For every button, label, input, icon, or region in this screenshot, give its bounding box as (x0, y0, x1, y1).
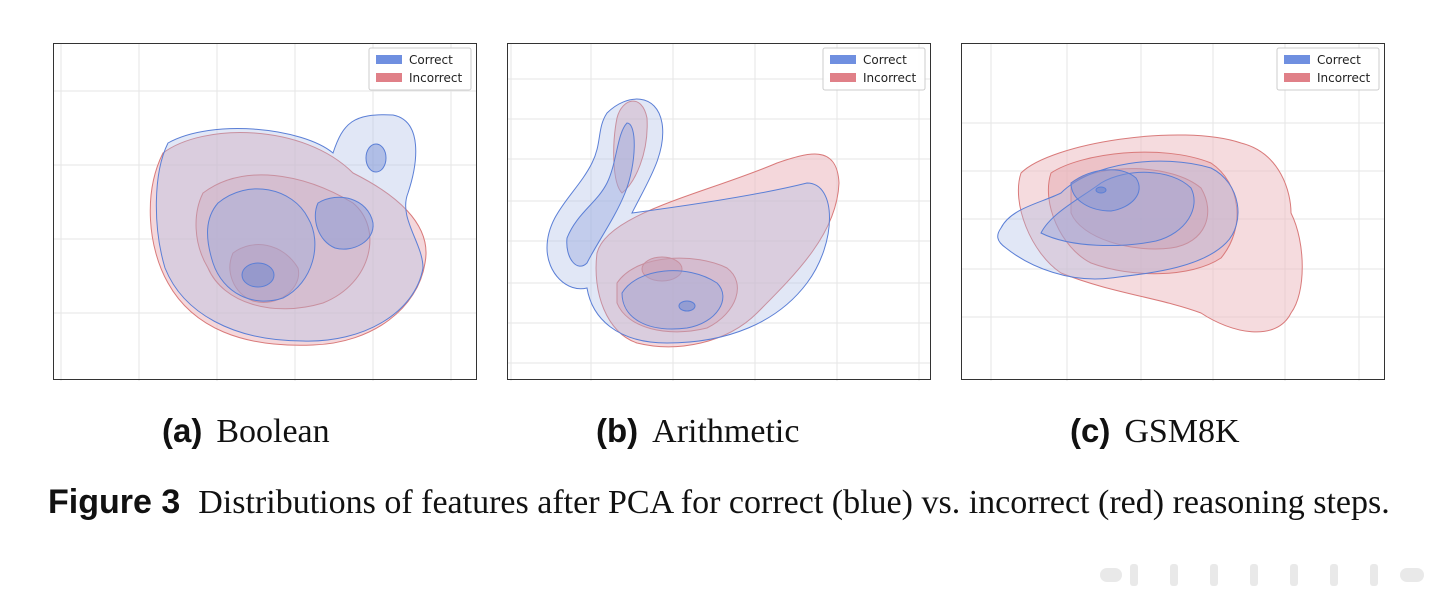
legend-incorrect-label: Incorrect (409, 71, 462, 85)
legend-incorrect-swatch (376, 73, 402, 82)
subcaption-boolean: (a) Boolean (162, 412, 330, 451)
legend-incorrect-swatch (830, 73, 856, 82)
subcaption-tag: (c) (1070, 412, 1111, 449)
correct-density (546, 98, 830, 344)
panel-boolean: Correct Incorrect (53, 43, 477, 381)
figure-label: Figure 3 (48, 483, 181, 521)
plot-frame (507, 43, 931, 380)
subcaption-title: GSM8K (1124, 413, 1240, 450)
legend-correct-label: Correct (863, 53, 907, 67)
subcaption-tag: (b) (596, 412, 639, 449)
legend-incorrect-label: Incorrect (863, 71, 916, 85)
legend-correct-swatch (1284, 55, 1310, 64)
plot-frame (961, 43, 1385, 380)
subcaption-title: Boolean (216, 413, 330, 450)
legend-correct-swatch (376, 55, 402, 64)
incorrect-density (149, 132, 427, 346)
kde-plot-gsm8k: Correct Incorrect (961, 43, 1385, 381)
plot-frame (53, 43, 477, 380)
kde-plot-arithmetic: Correct Incorrect (507, 43, 931, 381)
legend-incorrect-label: Incorrect (1317, 71, 1370, 85)
panel-gsm8k: Correct Incorrect (961, 43, 1385, 381)
figure-caption: Figure 3 Distributions of features after … (48, 478, 1408, 527)
incorrect-density (595, 100, 840, 348)
subcaption-tag: (a) (162, 412, 203, 449)
legend-correct-label: Correct (1317, 53, 1361, 67)
correct-density (997, 160, 1239, 280)
panel-arithmetic: Correct Incorrect (507, 43, 931, 381)
incorrect-density (1017, 134, 1303, 333)
watermark-icon (1100, 564, 1424, 586)
legend-correct-swatch (830, 55, 856, 64)
legend-correct-label: Correct (409, 53, 453, 67)
legend-incorrect-swatch (1284, 73, 1310, 82)
legend: Correct Incorrect (1276, 47, 1380, 91)
subcaption-title: Arithmetic (652, 413, 800, 450)
subcaption-arithmetic: (b) Arithmetic (596, 412, 799, 451)
kde-plot-boolean: Correct Incorrect (53, 43, 477, 381)
legend: Correct Incorrect (368, 47, 472, 91)
legend: Correct Incorrect (822, 47, 926, 91)
figure-caption-text: Distributions of features after PCA for … (198, 484, 1390, 521)
correct-density (155, 114, 424, 342)
subcaption-gsm8k: (c) GSM8K (1070, 412, 1240, 451)
